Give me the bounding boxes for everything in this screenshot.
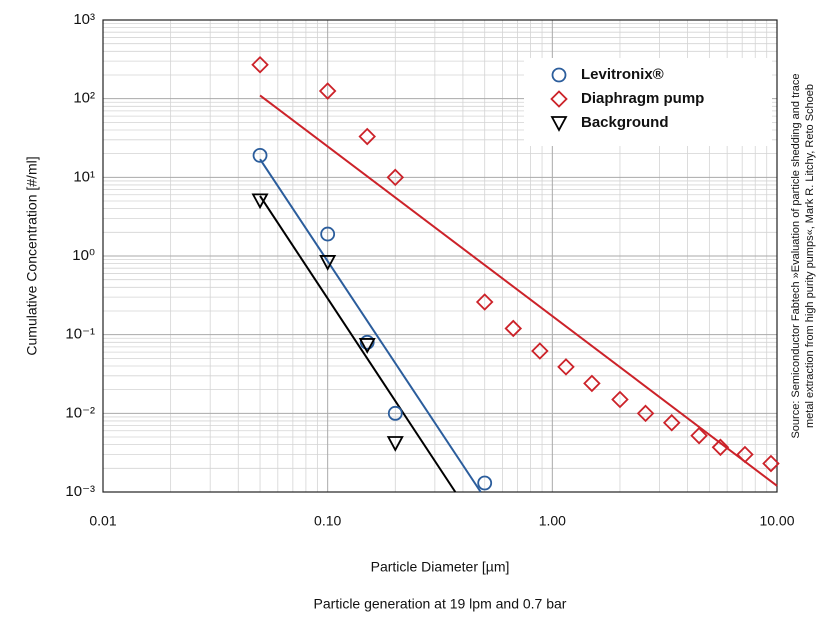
- data-point: [477, 475, 493, 491]
- data-point: [475, 293, 494, 311]
- y-tick-label: 10²: [73, 90, 95, 107]
- data-point: [762, 454, 780, 473]
- source-note: metal extraction from high purity pumps«…: [804, 84, 816, 428]
- data-point: [636, 404, 655, 423]
- data-point: [583, 374, 601, 393]
- data-point: [252, 148, 268, 163]
- data-point: [358, 338, 376, 354]
- data-point: [662, 413, 681, 432]
- y-tick-label: 10³: [73, 11, 95, 28]
- data-point: [386, 168, 405, 187]
- data-point: [611, 390, 629, 409]
- fit-line: [259, 94, 778, 487]
- x-tick-label: 1.00: [539, 513, 566, 529]
- data-point: [358, 127, 377, 146]
- y-tick-label: 10⁰: [72, 247, 95, 264]
- data-point: [504, 319, 523, 338]
- source-note: Source: Semiconductor Fabtech »Evaluatio…: [790, 73, 802, 438]
- legend-label: Diaphragm pump: [581, 90, 704, 107]
- y-axis-label: Cumulative Concentration [#/ml]: [24, 156, 40, 355]
- legend-marker: [551, 67, 567, 83]
- legend-marker: [550, 116, 568, 132]
- y-tick-label: 10⁻³: [65, 483, 95, 500]
- x-axis-label: Particle Diameter [µm]: [371, 559, 510, 575]
- data-point: [320, 226, 336, 242]
- y-tick-label: 10⁻²: [65, 404, 95, 421]
- x-tick-label: 10.00: [759, 513, 794, 529]
- y-tick-label: 10¹: [73, 168, 95, 185]
- data-point: [251, 55, 269, 74]
- data-point: [251, 193, 269, 210]
- data-point: [319, 255, 337, 271]
- data-point: [736, 445, 754, 464]
- data-point: [359, 334, 375, 350]
- caption: Particle generation at 19 lpm and 0.7 ba…: [314, 596, 567, 612]
- legend-label: Background: [581, 114, 669, 131]
- legend-label: Levitronix®: [581, 66, 664, 83]
- data-point: [387, 405, 403, 421]
- data-point: [711, 438, 730, 457]
- plot-frame: [102, 19, 778, 493]
- data-point: [386, 436, 404, 452]
- y-tick-label: 10⁻¹: [65, 326, 95, 343]
- data-point: [557, 358, 575, 376]
- x-tick-label: 0.10: [314, 513, 341, 529]
- x-tick-label: 0.01: [89, 513, 116, 529]
- fit-line: [259, 158, 482, 493]
- legend-marker: [550, 90, 568, 108]
- data-point: [318, 82, 337, 100]
- fit-line: [259, 195, 457, 493]
- data-point: [531, 342, 549, 360]
- data-point: [690, 426, 708, 445]
